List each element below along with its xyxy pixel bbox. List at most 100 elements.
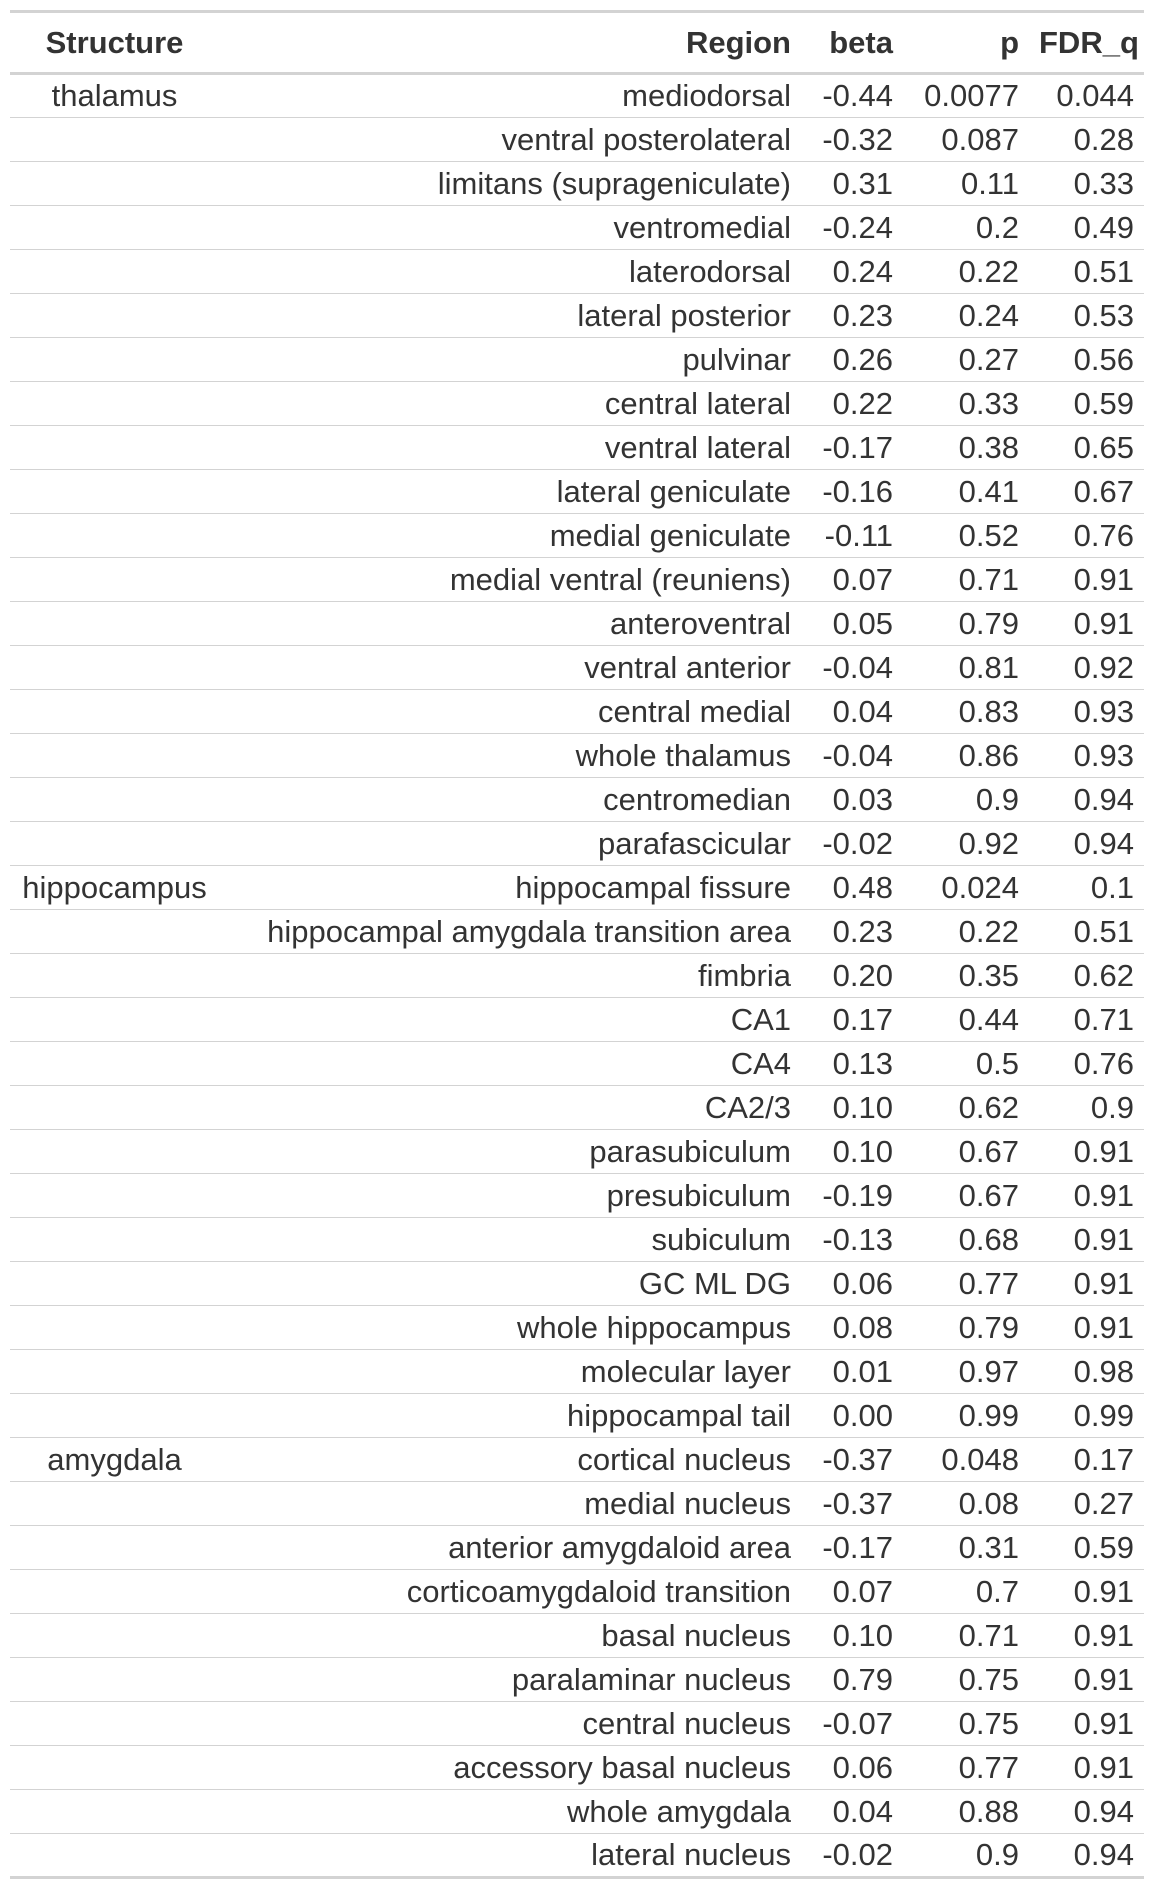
- p-value-cell: 0.31: [903, 1525, 1029, 1570]
- p-value-cell: 0.77: [903, 1261, 1029, 1306]
- table-row: accessory basal nucleus 0.06 0.77 0.91: [10, 1745, 1144, 1790]
- region-cell: ventral anterior: [219, 645, 801, 690]
- p-value-cell: 0.08: [903, 1481, 1029, 1526]
- structure-cell: [10, 1657, 219, 1702]
- beta-cell: -0.07: [801, 1701, 903, 1746]
- structure-cell: [10, 1569, 219, 1614]
- p-value-cell: 0.22: [903, 909, 1029, 954]
- region-cell: medial geniculate: [219, 513, 801, 558]
- fdr-q-cell: 0.59: [1029, 381, 1144, 426]
- structure-cell: [10, 1789, 219, 1834]
- region-cell: central nucleus: [219, 1701, 801, 1746]
- beta-cell: -0.24: [801, 205, 903, 250]
- p-value-cell: 0.11: [903, 161, 1029, 206]
- structure-cell: [10, 1041, 219, 1086]
- beta-cell: -0.02: [801, 1833, 903, 1878]
- beta-cell: -0.16: [801, 469, 903, 514]
- region-cell: hippocampal amygdala transition area: [219, 909, 801, 954]
- column-header-beta: beta: [801, 11, 903, 75]
- p-value-cell: 0.68: [903, 1217, 1029, 1262]
- p-value-cell: 0.44: [903, 997, 1029, 1042]
- structure-cell: [10, 601, 219, 646]
- table-row: whole amygdala 0.04 0.88 0.94: [10, 1789, 1144, 1834]
- region-cell: presubiculum: [219, 1173, 801, 1218]
- region-cell: hippocampal tail: [219, 1393, 801, 1438]
- p-value-cell: 0.048: [903, 1437, 1029, 1482]
- table-row: anterior amygdaloid area -0.17 0.31 0.59: [10, 1525, 1144, 1570]
- beta-cell: 0.06: [801, 1261, 903, 1306]
- region-cell: accessory basal nucleus: [219, 1745, 801, 1790]
- p-value-cell: 0.5: [903, 1041, 1029, 1086]
- fdr-q-cell: 0.91: [1029, 557, 1144, 602]
- table-row: pulvinar 0.26 0.27 0.56: [10, 337, 1144, 382]
- p-value-cell: 0.99: [903, 1393, 1029, 1438]
- p-value-cell: 0.77: [903, 1745, 1029, 1790]
- table-row: hippocampal amygdala transition area 0.23…: [10, 909, 1144, 954]
- fdr-q-cell: 0.62: [1029, 953, 1144, 998]
- column-header-p: p: [903, 11, 1029, 75]
- table-row: central medial 0.04 0.83 0.93: [10, 689, 1144, 734]
- beta-cell: 0.00: [801, 1393, 903, 1438]
- beta-cell: 0.48: [801, 865, 903, 910]
- p-value-cell: 0.92: [903, 821, 1029, 866]
- column-header-structure: Structure: [10, 11, 219, 75]
- table-row: medial nucleus -0.37 0.08 0.27: [10, 1481, 1144, 1526]
- column-header-fdr-q: FDR_q: [1029, 11, 1144, 75]
- fdr-q-cell: 0.91: [1029, 1569, 1144, 1614]
- table-row: laterodorsal 0.24 0.22 0.51: [10, 249, 1144, 294]
- fdr-q-cell: 0.9: [1029, 1085, 1144, 1130]
- fdr-q-cell: 0.94: [1029, 1789, 1144, 1834]
- region-cell: whole amygdala: [219, 1789, 801, 1834]
- structure-cell: [10, 1217, 219, 1262]
- beta-cell: -0.32: [801, 117, 903, 162]
- structure-cell: [10, 953, 219, 998]
- fdr-q-cell: 0.49: [1029, 205, 1144, 250]
- region-cell: central lateral: [219, 381, 801, 426]
- p-value-cell: 0.38: [903, 425, 1029, 470]
- table-row: lateral geniculate -0.16 0.41 0.67: [10, 469, 1144, 514]
- structure-cell: thalamus: [51, 78, 178, 113]
- structure-cell: [10, 1481, 219, 1526]
- table-row: parasubiculum 0.10 0.67 0.91: [10, 1129, 1144, 1174]
- p-value-cell: 0.2: [903, 205, 1029, 250]
- p-value-cell: 0.087: [903, 117, 1029, 162]
- structure-cell: [10, 1613, 219, 1658]
- fdr-q-cell: 0.91: [1029, 1745, 1144, 1790]
- fdr-q-cell: 0.56: [1029, 337, 1144, 382]
- beta-cell: 0.26: [801, 337, 903, 382]
- region-cell: parafascicular: [219, 821, 801, 866]
- table-row: whole thalamus -0.04 0.86 0.93: [10, 733, 1144, 778]
- beta-cell: 0.01: [801, 1349, 903, 1394]
- fdr-q-cell: 0.76: [1029, 513, 1144, 558]
- fdr-q-cell: 0.71: [1029, 997, 1144, 1042]
- p-value-cell: 0.33: [903, 381, 1029, 426]
- region-cell: molecular layer: [219, 1349, 801, 1394]
- table-row: hippocampal tail 0.00 0.99 0.99: [10, 1393, 1144, 1438]
- p-value-cell: 0.79: [903, 1305, 1029, 1350]
- fdr-q-cell: 0.91: [1029, 1613, 1144, 1658]
- table-row: central lateral 0.22 0.33 0.59: [10, 381, 1144, 426]
- table-row: CA1 0.17 0.44 0.71: [10, 997, 1144, 1042]
- structure-cell: [10, 1129, 219, 1174]
- p-value-cell: 0.7: [903, 1569, 1029, 1614]
- table-row: basal nucleus 0.10 0.71 0.91: [10, 1613, 1144, 1658]
- table-row: presubiculum -0.19 0.67 0.91: [10, 1173, 1144, 1218]
- table-row: ventral posterolateral -0.32 0.087 0.28: [10, 117, 1144, 162]
- fdr-q-cell: 0.17: [1029, 1437, 1144, 1482]
- structure-cell: [10, 337, 219, 382]
- region-cell: parasubiculum: [219, 1129, 801, 1174]
- fdr-q-cell: 0.33: [1029, 161, 1144, 206]
- region-cell: basal nucleus: [219, 1613, 801, 1658]
- p-value-cell: 0.81: [903, 645, 1029, 690]
- fdr-q-cell: 0.91: [1029, 1657, 1144, 1702]
- p-value-cell: 0.024: [903, 865, 1029, 910]
- region-cell: lateral geniculate: [219, 469, 801, 514]
- table-row: lateral nucleus -0.02 0.9 0.94: [10, 1833, 1144, 1878]
- table-row: ventral anterior -0.04 0.81 0.92: [10, 645, 1144, 690]
- beta-cell: -0.17: [801, 425, 903, 470]
- p-value-cell: 0.9: [903, 1833, 1029, 1878]
- region-cell: ventromedial: [219, 205, 801, 250]
- region-cell: CA1: [219, 997, 801, 1042]
- region-cell: CA4: [219, 1041, 801, 1086]
- p-value-cell: 0.27: [903, 337, 1029, 382]
